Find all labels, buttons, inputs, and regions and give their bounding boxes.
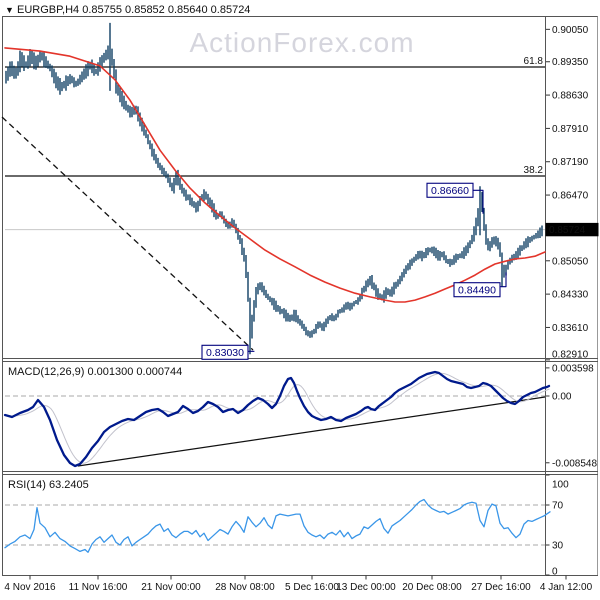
grid-layer: 0.90050 0.89350 0.88630 0.87910 0.87190 0.864…	[1, 16, 598, 593]
rsi-line	[4, 498, 551, 553]
rsi-axis-label: 100	[552, 480, 569, 491]
x-axis-label: 28 Nov 08:00	[215, 582, 275, 593]
x-axis-label: 4 Nov 2016	[4, 582, 56, 593]
annotation-box	[201, 344, 249, 360]
current-price-tag	[545, 222, 599, 237]
y-axis-label: 0.83610	[552, 323, 589, 334]
x-axis-label: 11 Nov 16:00	[69, 582, 128, 593]
rsi-axis-label: 70	[552, 501, 564, 512]
annotation-box	[453, 282, 501, 298]
macd-axis-label: -0.008548	[552, 458, 597, 469]
fib-level-label: 61.8	[524, 56, 544, 67]
descending-trendline	[1, 116, 254, 351]
y-axis-label: 0.85050	[552, 256, 589, 267]
moving-average-line	[4, 47, 546, 303]
y-axis-label: 0.84330	[552, 290, 589, 301]
macd-trendline	[77, 396, 546, 467]
rsi-axis-label: 30	[552, 541, 564, 552]
watermark: ActionForex.com	[189, 27, 414, 58]
price-bars-series	[5, 22, 543, 355]
annotation-pointer	[472, 189, 484, 214]
annotation-price-label: 0.84490	[458, 285, 496, 297]
x-axis-label: 5 Dec 16:00	[285, 582, 339, 593]
current-price-tag-label: 0.85724	[549, 225, 586, 236]
y-axis-label: 0.89350	[552, 57, 589, 68]
annotation-price-label: 0.83030	[206, 347, 244, 359]
rsi-indicator-label: RSI(14) 63.2405	[8, 479, 89, 491]
x-axis-label: 27 Dec 16:00	[471, 582, 531, 593]
series-layer	[3, 22, 551, 553]
x-axis-label: 4 Jan 12:00	[540, 582, 593, 593]
rsi-axis-label: 0	[552, 567, 558, 578]
fib-level-label: 38.2	[524, 165, 544, 176]
x-axis-label: 13 Dec 00:00	[336, 582, 396, 593]
annotation-price-label: 0.86660	[431, 185, 469, 197]
annotation-box	[426, 182, 474, 198]
y-axis-label: 0.87910	[552, 124, 589, 135]
y-axis-label: 0.88630	[552, 91, 589, 102]
y-axis-label: 0.87190	[552, 157, 589, 168]
annotation-layer: 0.86660 0.84490 0.83030 0.85724	[201, 182, 599, 360]
x-axis-label: 20 Dec 08:00	[402, 582, 462, 593]
symbol-dropdown-arrow-icon: ▼	[5, 5, 14, 15]
y-axis-label: 0.86470	[552, 191, 589, 202]
y-axis-label: 0.90050	[552, 25, 589, 36]
macd-axis-label: 0.003598	[552, 363, 594, 374]
macd-main-line	[3, 370, 551, 468]
macd-axis-label: 0.00	[552, 392, 572, 403]
annotation-pointer	[500, 272, 507, 288]
x-axis-label: 21 Nov 00:00	[141, 582, 201, 593]
macd-indicator-label: MACD(12,26,9) 0.001300 0.000744	[8, 366, 182, 378]
chart-title-ohlc: EURGBP,H4 0.85755 0.85852 0.85640 0.8572…	[17, 4, 250, 16]
y-axis-label: 0.82910	[552, 350, 589, 361]
